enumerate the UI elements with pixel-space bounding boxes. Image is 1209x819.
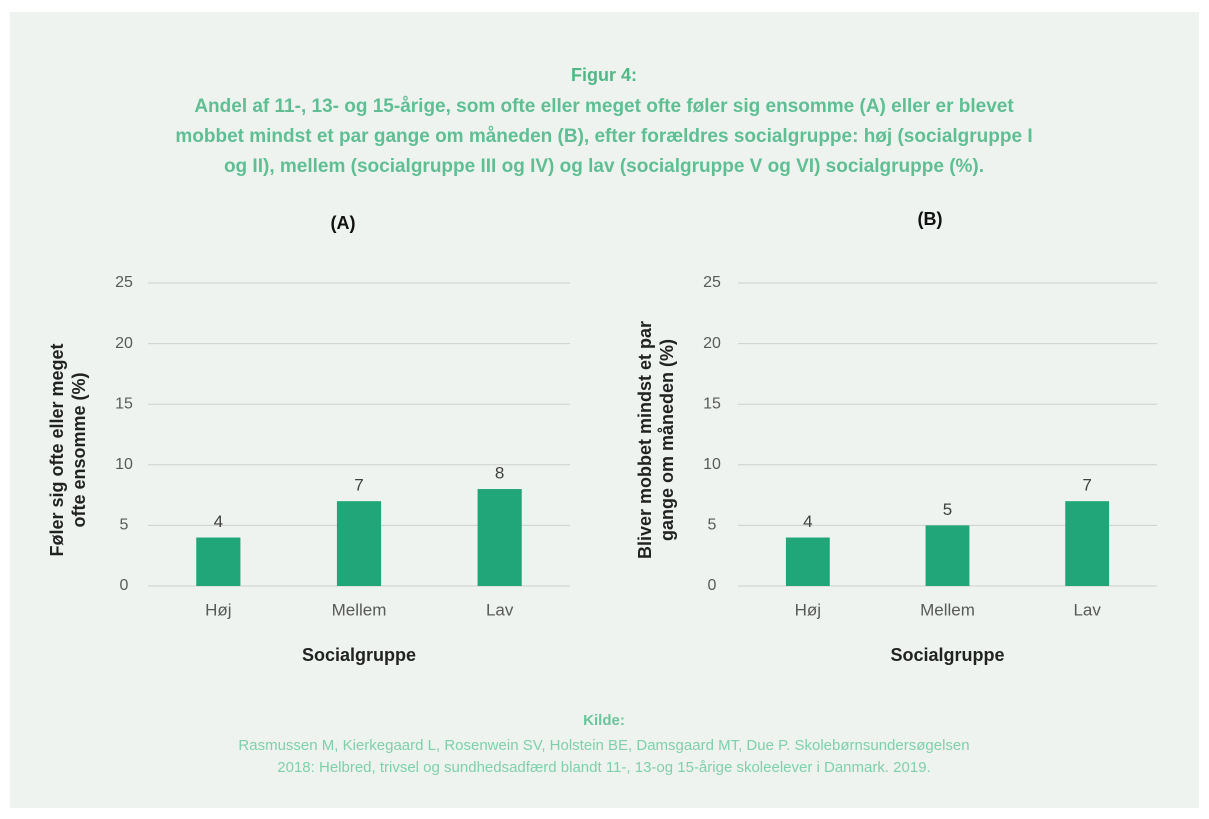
bar — [196, 537, 241, 586]
data-label: 7 — [1082, 476, 1091, 495]
y-tick-label: 10 — [115, 456, 133, 473]
data-label: 4 — [214, 512, 223, 531]
data-label: 4 — [803, 512, 812, 531]
y-tick-label: 10 — [703, 456, 721, 473]
bar — [477, 489, 522, 586]
title-line: mobbet mindst et par gange om måneden (B… — [175, 126, 1032, 147]
y-axis-title: Bliver mobbet mindst et par — [635, 321, 655, 559]
bar — [785, 537, 830, 586]
source-line: 2018: Helbred, trivsel og sundhedsadfærd… — [277, 759, 930, 776]
x-tick-label: Høj — [795, 600, 821, 619]
source-line: Rasmussen M, Kierkegaard L, Rosenwein SV… — [238, 737, 969, 754]
x-tick-label: Lav — [486, 600, 514, 619]
y-tick-label: 5 — [708, 517, 717, 534]
x-tick-label: Høj — [205, 600, 231, 619]
figure-label: Figur 4: — [571, 65, 637, 85]
bar — [1065, 501, 1110, 586]
data-label: 5 — [943, 500, 952, 519]
source-label: Kilde: — [583, 712, 625, 729]
data-label: 8 — [495, 464, 504, 483]
y-tick-label: 20 — [703, 335, 721, 352]
y-tick-label: 15 — [703, 395, 721, 412]
bar — [336, 501, 382, 586]
title-line: og II), mellem (socialgruppe III og IV) … — [224, 156, 984, 177]
y-tick-label: 0 — [708, 577, 717, 594]
x-axis-title: Socialgruppe — [302, 645, 416, 665]
y-axis-title: gange om måneden (%) — [657, 339, 677, 541]
x-tick-label: Lav — [1073, 600, 1101, 619]
y-axis-title: Føler sig ofte eller meget — [47, 343, 67, 556]
x-tick-label: Mellem — [920, 600, 975, 619]
chart-title: (A) — [331, 213, 356, 233]
title-line: Andel af 11-, 13- og 15-årige, som ofte … — [194, 96, 1014, 117]
chart-title: (B) — [918, 209, 943, 229]
data-label: 7 — [354, 476, 363, 495]
y-tick-label: 25 — [703, 274, 721, 291]
bar — [925, 525, 970, 586]
y-tick-label: 0 — [120, 577, 129, 594]
x-axis-title: Socialgruppe — [890, 645, 1004, 665]
y-tick-label: 15 — [115, 395, 133, 412]
y-tick-label: 25 — [115, 274, 133, 291]
x-tick-label: Mellem — [332, 600, 387, 619]
y-tick-label: 20 — [115, 335, 133, 352]
y-tick-label: 5 — [120, 517, 129, 534]
y-axis-title: ofte ensomme (%) — [69, 372, 89, 527]
panel — [10, 12, 1199, 808]
